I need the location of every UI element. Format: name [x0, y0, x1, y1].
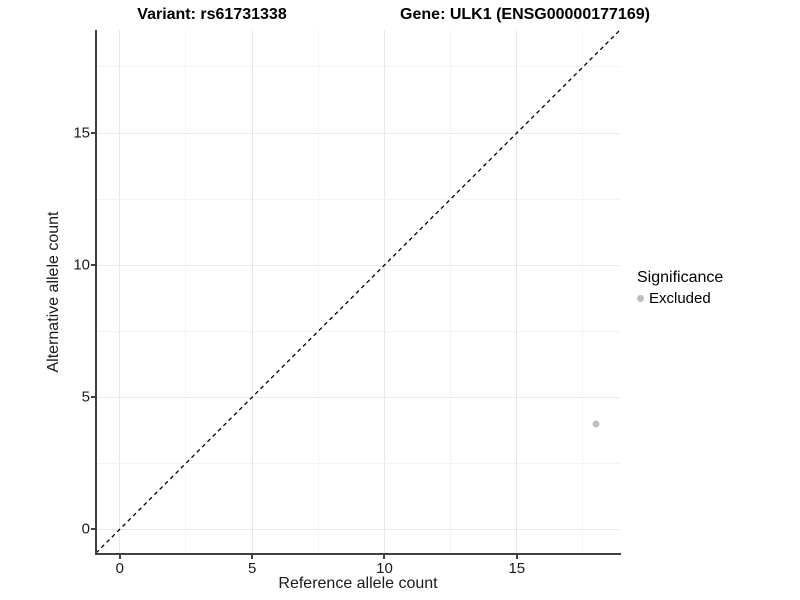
legend: Significance Excluded — [637, 269, 723, 307]
y-tick-mark — [91, 264, 95, 267]
grid-line — [516, 30, 518, 553]
grid-line — [317, 30, 319, 553]
y-axis-title: Alternative allele count — [45, 211, 62, 373]
plot-title-gene: Gene: ULK1 (ENSG00000177169) — [400, 6, 650, 23]
grid-line — [450, 30, 452, 553]
x-tick-mark — [251, 555, 254, 559]
y-tick-mark — [91, 528, 95, 531]
grid-line — [185, 30, 187, 553]
y-tick-label: 0 — [81, 520, 90, 538]
y-tick-label: 5 — [81, 388, 90, 406]
grid-line — [96, 396, 620, 398]
y-tick-mark — [91, 396, 95, 399]
grid-line — [96, 330, 620, 332]
legend-entry: Excluded — [637, 290, 723, 307]
identity-line — [95, 29, 621, 554]
x-axis-title: Reference allele count — [278, 575, 438, 592]
x-tick-label: 10 — [376, 560, 393, 577]
x-tick-label: 15 — [508, 560, 526, 577]
y-tick-label: 15 — [73, 124, 90, 142]
grid-line — [582, 30, 584, 553]
x-tick-mark — [515, 555, 518, 559]
grid-line — [383, 30, 385, 553]
x-tick-label: 5 — [247, 560, 257, 577]
grid-line — [96, 264, 620, 266]
grid-line — [96, 198, 620, 200]
grid-line — [119, 30, 121, 553]
grid-line — [96, 66, 620, 68]
data-point — [592, 420, 600, 428]
y-tick-label: 10 — [73, 256, 90, 274]
x-tick-mark — [383, 555, 386, 559]
grid-line — [96, 462, 620, 464]
grid-line — [96, 528, 620, 530]
plot-title-variant: Variant: rs61731338 — [137, 6, 287, 23]
legend-entry-label: Excluded — [649, 290, 711, 307]
x-tick-mark — [118, 555, 121, 559]
legend-key-dot-icon — [637, 295, 644, 302]
legend-title: Significance — [637, 269, 724, 286]
x-axis-line — [95, 553, 621, 555]
y-axis-line — [95, 30, 97, 555]
x-tick-label: 0 — [115, 560, 124, 577]
plot-panel — [95, 29, 621, 554]
y-tick-mark — [91, 132, 95, 134]
grid-line — [96, 132, 620, 134]
grid-line — [251, 30, 253, 553]
